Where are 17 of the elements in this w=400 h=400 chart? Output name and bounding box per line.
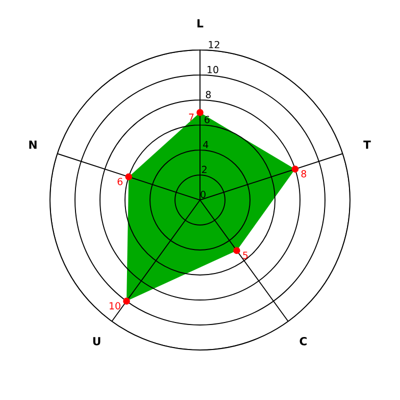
- y-tick-label: 4: [203, 140, 208, 148]
- data-label: 10: [110, 302, 120, 310]
- spoke-label: N: [29, 140, 37, 149]
- y-tick-label: 2: [202, 166, 207, 174]
- y-tick-label: 8: [206, 90, 211, 98]
- data-label: 6: [118, 178, 123, 186]
- y-tick-label: 10: [208, 66, 218, 74]
- spoke-label: T: [363, 140, 371, 149]
- y-tick-label: 12: [208, 40, 220, 48]
- spoke-label: U: [93, 337, 100, 346]
- spoke-label: C: [300, 336, 307, 346]
- data-label: 5: [243, 252, 248, 259]
- data-label: 7: [189, 114, 194, 121]
- y-tick-label: 6: [204, 116, 210, 124]
- spoke-label: L: [197, 19, 204, 28]
- data-label: 8: [301, 170, 306, 178]
- y-tick-label: 0: [200, 190, 206, 198]
